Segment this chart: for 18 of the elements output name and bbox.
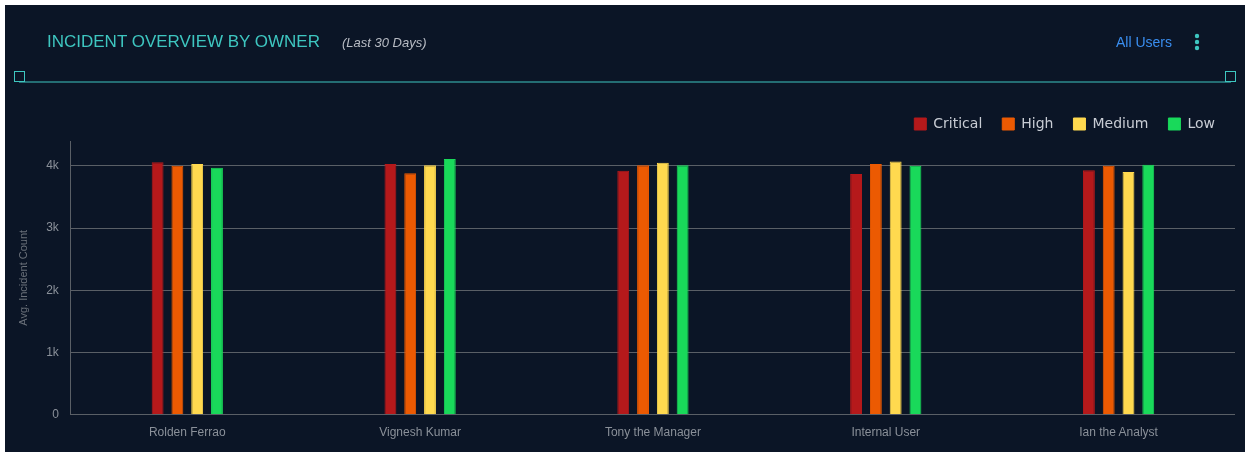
y-tick-label: 4k (46, 158, 60, 173)
chart-subtitle: (Last 30 Days) (342, 35, 427, 50)
legend-label: Critical (933, 114, 983, 131)
chart-title: INCIDENT OVERVIEW BY OWNER (47, 32, 320, 52)
y-tick-label: 3k (46, 220, 60, 235)
x-tick-label: Internal User (851, 425, 921, 440)
legend-label: Low (1187, 114, 1216, 131)
y-tick-label: 1k (46, 344, 60, 359)
legend-label: Medium (1092, 114, 1149, 131)
x-tick-label: Rolden Ferrao (148, 425, 226, 440)
x-tick-label: Ian the Analyst (1079, 425, 1159, 440)
y-axis-title: Avg. Incident Count (16, 229, 29, 326)
x-tick-label: Vignesh Kumar (379, 425, 462, 440)
x-tick-label: Tony the Manager (604, 425, 701, 440)
text: All Users (1115, 34, 1172, 50)
y-tick-label: 2k (46, 282, 60, 297)
y-tick-label: 0 (52, 406, 60, 421)
legend-label: High (1021, 114, 1054, 131)
